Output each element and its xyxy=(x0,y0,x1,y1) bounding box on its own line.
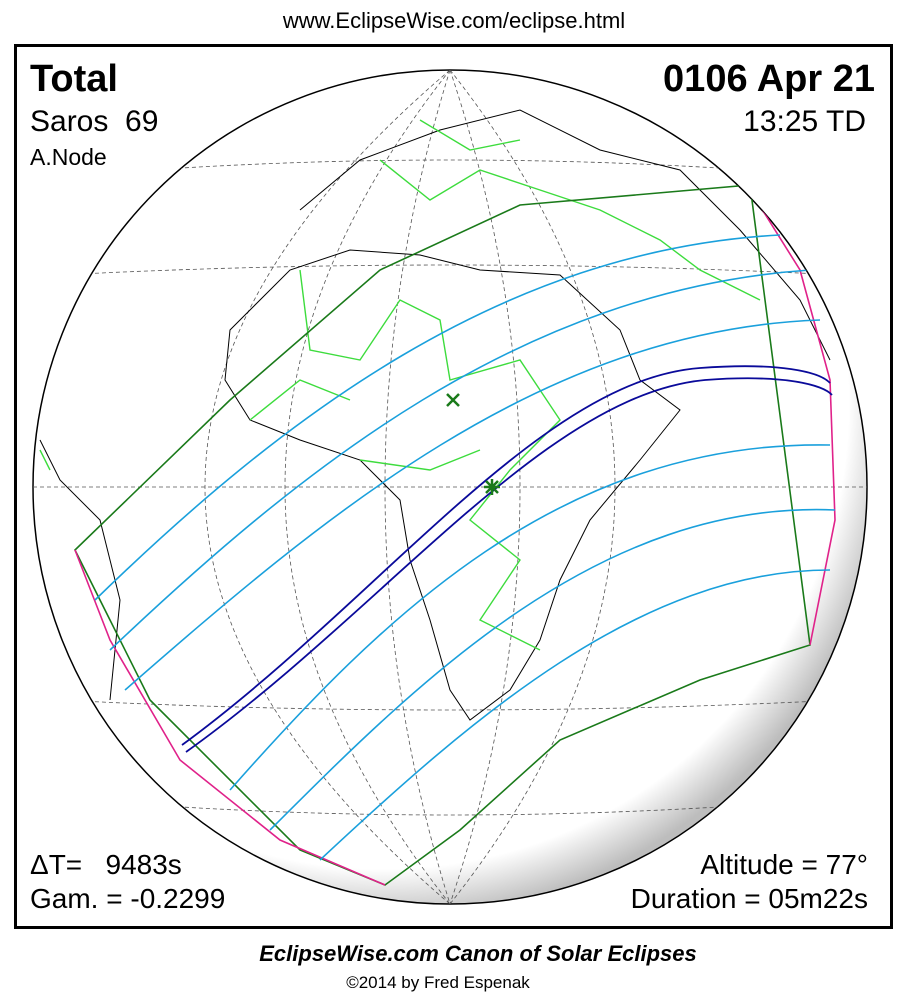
parallel xyxy=(59,699,841,711)
land-outlines xyxy=(39,109,831,721)
central-path-south xyxy=(185,377,833,753)
borders xyxy=(249,269,561,651)
duration: Duration = 05m22s xyxy=(631,883,868,914)
umbral-line xyxy=(109,269,811,651)
eclipse-paths xyxy=(74,184,836,886)
parallel xyxy=(149,804,751,816)
copyright: ©2014 by Fred Espenak xyxy=(346,973,530,992)
greatest-eclipse xyxy=(484,479,500,495)
umbral-line xyxy=(269,508,836,831)
borders xyxy=(39,449,51,471)
rise-set-curve xyxy=(74,549,386,886)
umbral-line xyxy=(94,234,781,601)
time: 13:25 TD xyxy=(743,105,866,138)
central-path-north xyxy=(181,365,831,746)
umbral-line xyxy=(124,319,821,691)
parallel xyxy=(59,264,841,276)
date: 0106 Apr 21 xyxy=(663,58,875,100)
node: A.Node xyxy=(30,144,107,170)
delta-t: ΔT= 9483s xyxy=(30,849,182,880)
saros: Saros 69 xyxy=(30,105,158,138)
umbral-line xyxy=(319,569,831,861)
altitude: Altitude = 77° xyxy=(700,849,868,880)
graticule xyxy=(33,70,867,904)
gamma: Gam. = -0.2299 xyxy=(30,883,225,914)
sub-solar-point xyxy=(446,393,460,407)
meridian xyxy=(449,70,616,904)
eclipse-type: Total xyxy=(30,58,118,100)
europe-asia xyxy=(299,109,831,361)
meridian xyxy=(204,70,451,904)
globe xyxy=(32,69,868,905)
footer-title: EclipseWise.com Canon of Solar Eclipses xyxy=(259,941,697,966)
africa xyxy=(224,249,681,721)
meridian xyxy=(384,70,451,904)
parallel xyxy=(149,159,751,171)
meridian xyxy=(284,70,451,904)
penumbra-limits xyxy=(74,184,811,886)
umbral-line xyxy=(229,444,831,791)
header-url: www.EclipseWise.com/eclipse.html xyxy=(282,8,625,33)
rise-set-curve xyxy=(749,189,836,646)
meridian xyxy=(449,70,521,904)
